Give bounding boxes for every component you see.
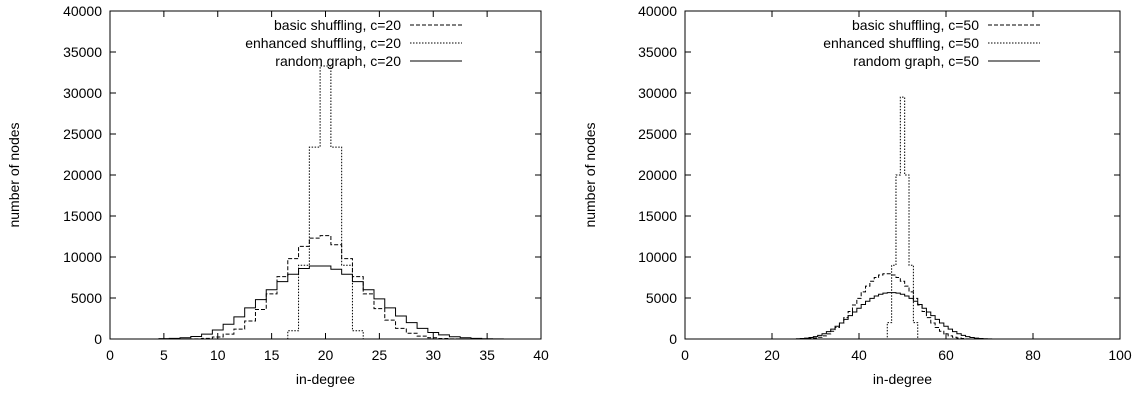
x-tick-label: 0: [681, 347, 689, 363]
y-tick-label: 0: [669, 331, 677, 347]
y-tick-label: 10000: [638, 249, 677, 265]
y-tick-label: 35000: [638, 44, 677, 60]
series-line-3: [158, 265, 515, 340]
y-tick-label: 40000: [638, 3, 677, 19]
y-axis-label: number of nodes: [582, 122, 598, 227]
y-tick-label: 20000: [63, 167, 102, 183]
x-tick-label: 10: [210, 347, 226, 363]
x-tick-label: 5: [160, 347, 168, 363]
y-tick-label: 15000: [638, 208, 677, 224]
series-line-1: [795, 273, 1001, 340]
y-tick-label: 30000: [63, 85, 102, 101]
legend-label: basic shuffling, c=20: [274, 17, 401, 33]
x-tick-label: 40: [851, 347, 867, 363]
x-tick-label: 100: [1108, 347, 1132, 363]
y-tick-label: 30000: [638, 85, 677, 101]
series-line-3: [795, 292, 1001, 340]
x-axis-label: in-degree: [873, 371, 932, 387]
legend-label: basic shuffling, c=50: [852, 17, 979, 33]
x-tick-label: 35: [479, 347, 495, 363]
x-tick-label: 40: [533, 347, 549, 363]
y-axis-label: number of nodes: [6, 122, 22, 227]
y-tick-label: 40000: [63, 3, 102, 19]
chart-panel-2: 0 20 40 60 80 100 0 5000 10000 15000 20000 25000 300…: [582, 3, 1132, 387]
legend-label: enhanced shuffling, c=50: [823, 35, 979, 51]
x-tick-label: 60: [938, 347, 954, 363]
y-tick-label: 0: [94, 331, 102, 347]
x-tick-label: 25: [372, 347, 388, 363]
y-tick-label: 10000: [63, 249, 102, 265]
y-tick-label: 25000: [63, 126, 102, 142]
y-tick-label: 25000: [638, 126, 677, 142]
legend-label: random graph, c=50: [853, 53, 979, 69]
x-tick-label: 0: [106, 347, 114, 363]
y-tick-label: 5000: [71, 290, 102, 306]
y-tick-label: 20000: [638, 167, 677, 183]
y-tick-label: 15000: [63, 208, 102, 224]
y-tick-label: 5000: [646, 290, 677, 306]
series-line-1: [158, 235, 515, 340]
x-axis-label: in-degree: [296, 371, 355, 387]
chart-panel-1: 0 5 10 15 20 25 30 35 40 0 5000 10000 15000 20000 2500…: [6, 3, 549, 387]
series-line-2: [795, 96, 1001, 340]
legend-label: enhanced shuffling, c=20: [245, 35, 401, 51]
legend-label: random graph, c=20: [275, 53, 401, 69]
x-tick-label: 15: [264, 347, 280, 363]
series-line-2: [158, 65, 515, 340]
x-tick-label: 20: [318, 347, 334, 363]
y-tick-label: 35000: [63, 44, 102, 60]
x-tick-label: 20: [764, 347, 780, 363]
x-tick-label: 30: [425, 347, 441, 363]
x-tick-label: 80: [1025, 347, 1041, 363]
